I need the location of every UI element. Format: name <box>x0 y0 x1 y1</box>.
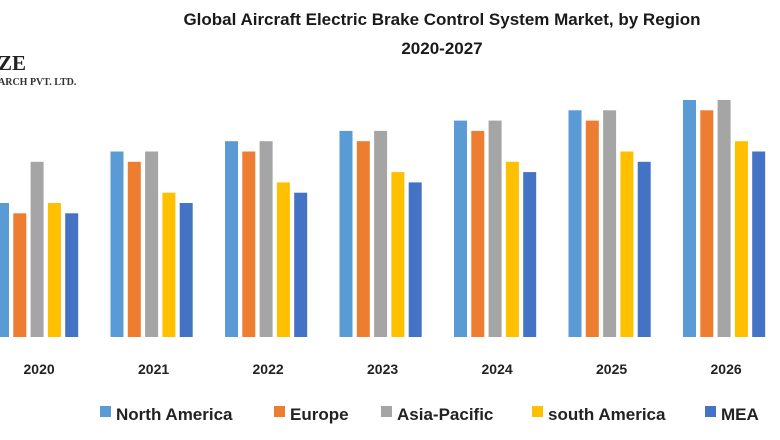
bar-mea-2026 <box>752 151 766 337</box>
bar-south-america-2026 <box>734 141 748 337</box>
x-tick-label: 2026 <box>711 361 742 377</box>
x-tick-label: 2021 <box>138 361 169 377</box>
bar-mea-2023 <box>408 182 422 337</box>
bar-north-america-2025 <box>568 110 582 337</box>
legend-swatch <box>381 406 392 417</box>
bar-south-america-2021 <box>162 192 176 337</box>
bar-south-america-2025 <box>620 151 634 337</box>
bar-asia-pacific-2024 <box>488 120 502 337</box>
x-tick-label: 2020 <box>24 361 55 377</box>
legend-swatch <box>532 406 543 417</box>
bar-north-america-2024 <box>454 120 467 337</box>
legend-label: North America <box>116 405 233 424</box>
bar-north-america-2026 <box>683 100 696 337</box>
chart-title: Global Aircraft Electric Brake Control S… <box>183 10 700 29</box>
legend-label: Europe <box>290 405 349 424</box>
x-tick-label: 2023 <box>367 361 398 377</box>
chart-subtitle: 2020-2027 <box>401 39 482 58</box>
legend-item-mea: MEA <box>705 405 759 424</box>
legend-item-asia-pacific: Asia-Pacific <box>381 405 493 424</box>
bar-asia-pacific-2023 <box>374 130 388 337</box>
bar-mea-2022 <box>294 192 308 337</box>
bar-europe-2021 <box>127 161 141 337</box>
bar-asia-pacific-2025 <box>603 110 617 337</box>
bar-europe-2025 <box>585 120 599 337</box>
logo-subtext: ARCH PVT. LTD. <box>0 77 77 88</box>
bar-mea-2024 <box>523 172 537 337</box>
bar-north-america-2020 <box>0 203 9 337</box>
plot-area <box>0 100 766 337</box>
bar-europe-2026 <box>700 110 714 337</box>
bar-asia-pacific-2020 <box>30 161 44 337</box>
legend-swatch <box>705 406 716 417</box>
legend-label: south America <box>548 405 666 424</box>
legend-item-south-america: south America <box>532 405 666 424</box>
bar-europe-2020 <box>13 213 27 337</box>
bar-asia-pacific-2021 <box>145 151 159 337</box>
bar-south-america-2022 <box>276 182 290 337</box>
legend: North America Europe Asia-Pacific south Ame… <box>100 405 759 424</box>
bar-south-america-2024 <box>505 161 519 337</box>
bar-north-america-2021 <box>110 151 124 337</box>
bar-north-america-2023 <box>339 130 353 337</box>
legend-item-europe: Europe <box>274 405 349 424</box>
legend-label: Asia-Pacific <box>397 405 493 424</box>
legend-item-north-america: North America <box>100 405 233 424</box>
bar-mea-2025 <box>637 161 651 337</box>
bar-mea-2020 <box>65 213 79 337</box>
bar-south-america-2020 <box>47 203 61 337</box>
company-logo: ZE ARCH PVT. LTD. <box>0 51 77 88</box>
x-axis-ticks: 2020 2021 2022 2023 2024 2025 2026 <box>24 361 742 377</box>
legend-swatch <box>100 406 111 417</box>
bar-south-america-2023 <box>391 172 405 337</box>
bar-europe-2023 <box>356 141 370 337</box>
legend-label: MEA <box>721 405 759 424</box>
x-tick-label: 2024 <box>482 361 513 377</box>
bar-mea-2021 <box>179 203 193 337</box>
bar-north-america-2022 <box>225 141 238 337</box>
bar-asia-pacific-2022 <box>259 141 273 337</box>
x-tick-label: 2022 <box>253 361 284 377</box>
bar-europe-2024 <box>471 130 485 337</box>
logo-text: ZE <box>0 51 26 75</box>
legend-swatch <box>274 406 285 417</box>
x-tick-label: 2025 <box>596 361 627 377</box>
bar-asia-pacific-2026 <box>717 100 731 337</box>
bar-europe-2022 <box>242 151 256 337</box>
